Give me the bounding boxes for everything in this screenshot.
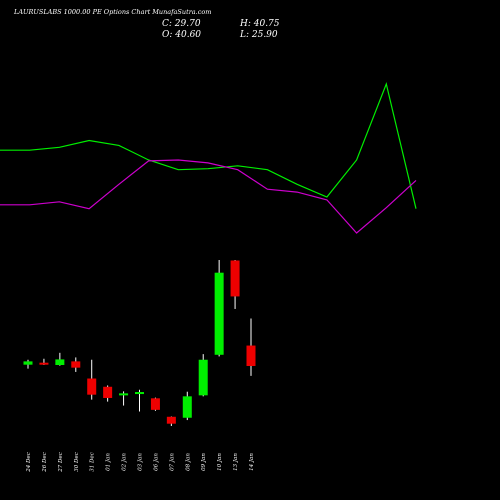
magenta-indicator-line xyxy=(0,159,417,234)
candle-body xyxy=(119,393,129,396)
candle-body xyxy=(87,378,97,395)
x-tick-label: 08 Jan xyxy=(185,453,191,471)
x-tick-label: 03 Jan xyxy=(138,453,144,471)
open-readout: O: 40.60 xyxy=(162,30,201,40)
close-readout: C: 29.70 xyxy=(162,19,201,29)
chart-title: LAURUSLABS 1000.00 PE Options Chart Muna… xyxy=(13,8,211,16)
candle-body xyxy=(135,392,144,395)
high-readout: H: 40.75 xyxy=(239,19,280,29)
candle-body xyxy=(150,398,160,410)
candles xyxy=(23,260,256,426)
candle-body xyxy=(23,361,33,365)
x-tick-label: 13 Jan xyxy=(233,453,239,471)
candle-body xyxy=(214,272,224,355)
green-indicator-line xyxy=(0,81,417,209)
candle-body xyxy=(198,359,208,396)
candle-body xyxy=(182,396,192,418)
candle-body xyxy=(166,416,176,424)
candle-body xyxy=(55,359,65,366)
x-tick-label: 30 Dec xyxy=(74,452,80,472)
x-tick-label: 06 Jan xyxy=(153,453,159,471)
x-axis-ticks: 24 Dec 26 Dec 27 Dec 30 Dec 31 Dec 01 Jan 02 J… xyxy=(26,452,255,473)
x-tick-label: 27 Dec xyxy=(58,452,64,473)
candle-body xyxy=(71,361,81,368)
candle-body xyxy=(103,386,113,398)
x-tick-label: 31 Dec xyxy=(90,452,96,472)
low-readout: L: 25.90 xyxy=(239,30,278,40)
x-tick-label: 26 Dec xyxy=(42,452,48,473)
x-tick-label: 10 Jan xyxy=(217,453,223,471)
x-tick-label: 01 Jan xyxy=(106,453,112,471)
x-tick-label: 14 Jan xyxy=(249,453,255,471)
candle-body xyxy=(230,260,240,297)
indicator-lines xyxy=(0,81,417,234)
x-tick-label: 09 Jan xyxy=(201,453,207,471)
candle-body xyxy=(39,362,49,365)
x-tick-label: 24 Dec xyxy=(26,452,32,473)
x-tick-label: 02 Jan xyxy=(122,453,128,471)
candle-body xyxy=(246,345,256,366)
x-tick-label: 07 Jan xyxy=(169,453,175,471)
